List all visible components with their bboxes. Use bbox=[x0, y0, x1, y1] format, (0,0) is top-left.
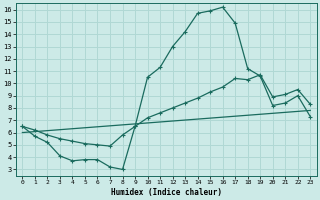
X-axis label: Humidex (Indice chaleur): Humidex (Indice chaleur) bbox=[111, 188, 222, 197]
